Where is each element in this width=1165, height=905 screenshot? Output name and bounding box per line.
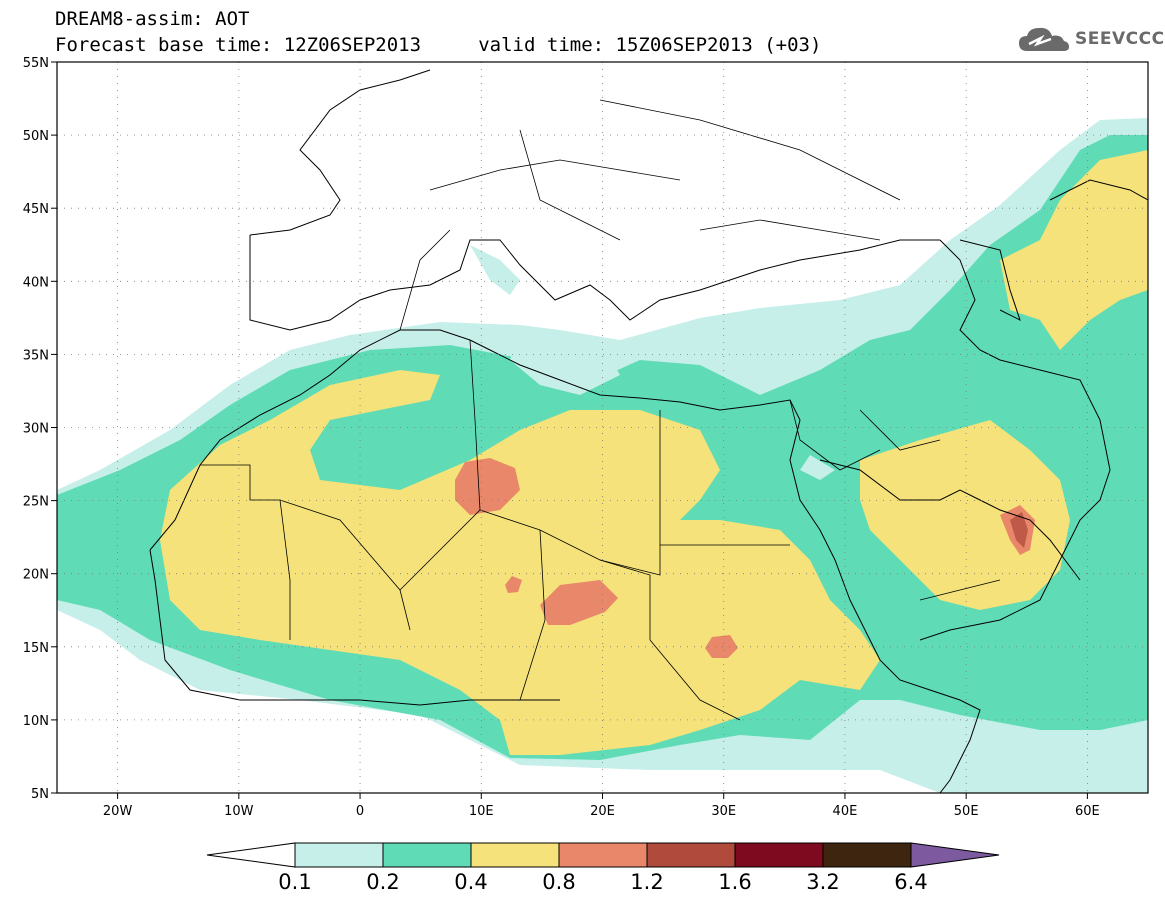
lat-label: 55N [23, 56, 49, 71]
aot-band-1.2 [1010, 512, 1028, 548]
lat-label: 20N [23, 568, 49, 583]
colorbar-segment [734, 842, 824, 868]
map-title: DREAM8-assim: AOT [55, 8, 250, 30]
colorbar-label: 1.6 [718, 870, 751, 894]
colorbar-label: 0.8 [542, 870, 575, 894]
forecast-time-label: Forecast base time: 12Z06SEP2013 valid t… [55, 34, 822, 56]
lon-label: 30E [711, 804, 736, 819]
country-borders [200, 99, 1001, 721]
latitude-labels: 55N 50N 45N 40N 35N 30N 25N 20N 15N 10N 5N [23, 56, 57, 802]
aot-band-0.8 [455, 458, 1035, 658]
aot-band-0.4 [160, 150, 1148, 755]
colorbar-segment [470, 842, 560, 868]
lon-label: 20W [103, 804, 133, 819]
colorbar-segment [822, 842, 912, 868]
colorbar-segment [558, 842, 648, 868]
lat-label: 35N [23, 348, 49, 363]
colorbar-label: 3.2 [806, 870, 839, 894]
lat-label: 30N [23, 422, 49, 437]
lon-label: 50E [954, 804, 979, 819]
lon-label: 60E [1075, 804, 1100, 819]
lon-label: 20E [590, 804, 615, 819]
colorbar-label: 0.1 [278, 870, 311, 894]
lon-label: 10E [469, 804, 494, 819]
colorbar-segment [294, 842, 384, 868]
colorbar-over-arrow [910, 842, 1000, 868]
colorbar-label: 0.2 [366, 870, 399, 894]
logo-text: SEEVCCC [1075, 29, 1165, 49]
colorbar-segment [646, 842, 736, 868]
cloud-icon [1019, 27, 1069, 51]
coastlines [149, 69, 1148, 793]
lat-label: 50N [23, 129, 49, 144]
lon-label: 10W [224, 804, 254, 819]
gridlines [57, 62, 1148, 793]
lat-label: 25N [23, 495, 49, 510]
colorbar-label: 1.2 [630, 870, 663, 894]
lat-label: 40N [23, 275, 49, 290]
colorbar: 0.1 0.2 0.4 0.8 1.2 1.6 3.2 6.4 [206, 842, 1000, 894]
lat-label: 10N [23, 714, 49, 729]
colorbar-segment [382, 842, 472, 868]
colorbar-label: 0.4 [454, 870, 487, 894]
lat-label: 45N [23, 202, 49, 217]
aot-holes [510, 330, 835, 480]
lon-label: 0 [356, 804, 364, 819]
seevccc-logo: SEEVCCC [1017, 24, 1165, 54]
longitude-labels: 20W 10W 0 10E 20E 30E 40E 50E 60E [103, 793, 1100, 819]
colorbar-under-arrow [206, 842, 296, 868]
lon-label: 40E [833, 804, 858, 819]
colorbar-label: 6.4 [894, 870, 927, 894]
lat-label: 5N [31, 787, 49, 802]
lat-label: 15N [23, 641, 49, 656]
